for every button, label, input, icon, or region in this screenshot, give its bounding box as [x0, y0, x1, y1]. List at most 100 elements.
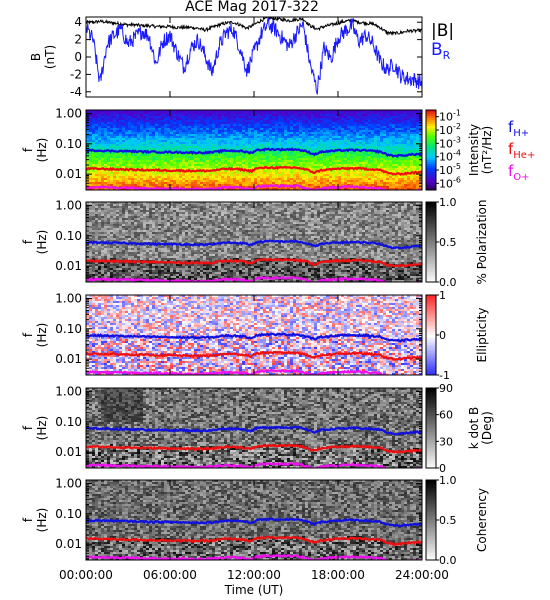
x-axis: 00:00:00 06:00:00 12:00:00 18:00:00 24:00:00… [59, 568, 449, 597]
x-tick-label: 00:00:00 [59, 568, 113, 582]
y-tick-label: 0.01 [55, 167, 82, 181]
y-tick-label: 1.00 [55, 291, 82, 305]
colorbar-tick-label: 1.0 [439, 196, 457, 209]
y-label-main: f [21, 147, 35, 152]
panel-magnetic-field: -4 -2 0 2 4 B (nT) |B|BR [29, 15, 454, 99]
y-tick-label: -4 [70, 85, 82, 99]
spectrogram-cells [86, 480, 423, 561]
x-tick-label: 06:00:00 [143, 568, 197, 582]
colorbar-tick-label: 0.0 [439, 276, 457, 289]
y-axis-label: f (Hz) [21, 138, 49, 163]
y-label-unit: (Hz) [35, 416, 49, 441]
y-tick-label: -2 [70, 67, 82, 81]
f-he-line [86, 165, 422, 177]
legend-f-he: fHe+ [508, 140, 535, 161]
colorbar-frame [425, 387, 437, 469]
colorbar-tick-label: 60 [439, 409, 453, 422]
y-tick-label: 4 [74, 15, 82, 29]
y-label-main: f [21, 239, 35, 244]
y-axis-label: f (Hz) [21, 230, 49, 255]
y-tick-label: 2 [74, 33, 82, 47]
y-tick-label: 0.01 [55, 445, 82, 459]
y-tick-label: 0.10 [55, 137, 82, 151]
colorbar-label-main: Coherency [475, 488, 489, 552]
colorbar-label: Coherency [475, 488, 489, 552]
colorbar-frame [425, 109, 437, 191]
y-label-unit: (Hz) [35, 230, 49, 255]
panel-ellipticity: 0.01 0.10 1.00 f (Hz) 1 0 -1 Ellipticity [21, 289, 489, 382]
y-tick-label: 1.00 [55, 476, 82, 490]
y-label-main: B [29, 53, 43, 61]
colorbar-tick-label: 0 [439, 462, 446, 475]
colorbar-tick-label: 10-4 [439, 149, 461, 164]
y-label-unit: (Hz) [35, 138, 49, 163]
colorbar-label-main: % Polarization [475, 200, 489, 285]
colorbar-label-main: k dot B [467, 407, 481, 449]
y-tick-label: 0.01 [55, 537, 82, 551]
panel-frame [85, 16, 423, 98]
y-tick-label: 1.00 [55, 106, 82, 120]
legend-f-o: fO+ [508, 162, 530, 183]
y-label-main: f [21, 517, 35, 522]
x-tick-label: 18:00:00 [311, 568, 365, 582]
colorbar-label: Intensity (nT²/Hz) [467, 124, 494, 176]
colorbar: 10-110-210-310-410-510-6 [425, 109, 461, 191]
legend-total-b: |B| [431, 21, 454, 41]
y-label-unit: (Hz) [35, 508, 49, 533]
colorbar-label-main: Intensity [467, 124, 481, 176]
y-tick-label: 0.10 [55, 229, 82, 243]
f-h-line [86, 517, 422, 528]
f-h-line [86, 425, 422, 436]
colorbar-tick-label: 10-5 [439, 162, 461, 177]
series-line-total-b [86, 17, 422, 36]
colorbar-label: % Polarization [475, 200, 489, 285]
colorbar-tick-label: 1 [439, 289, 446, 302]
figure-title: ACE Mag 2017-322 [185, 0, 319, 15]
colorbar-tick-label: 10-3 [439, 135, 461, 150]
x-tick-label: 24:00:00 [395, 568, 449, 582]
legend-b-radial: BR [431, 40, 451, 62]
colorbar-tick-label: 1.0 [439, 474, 457, 487]
series-line-b-radial [86, 17, 422, 95]
colorbar-label-unit: (Deg) [480, 411, 494, 445]
f-h-line [86, 147, 422, 158]
y-tick-label: 0.01 [55, 259, 82, 273]
colorbar-tick-label: 0.0 [439, 554, 457, 567]
x-tick-label: 12:00:00 [227, 568, 281, 582]
y-axis-label: B (nT) [29, 45, 57, 69]
colorbar-tick-label: 10-6 [439, 175, 461, 190]
colorbar-label: Ellipticity [475, 308, 489, 363]
panel-coherency: 0.01 0.10 1.00 f (Hz) 1.0 0.5 0.0 Coherency [21, 474, 489, 567]
y-label-main: f [21, 425, 35, 430]
y-axis-label: f (Hz) [21, 416, 49, 441]
y-tick-label: 0.10 [55, 507, 82, 521]
panel-k-dot-b: 0.01 0.10 1.00 f (Hz) 90 60 30 0 k dot B (Deg) [21, 382, 494, 475]
f-he-line [86, 443, 422, 455]
y-axis-label: f (Hz) [21, 323, 49, 348]
f-h-line [86, 239, 422, 250]
y-label-unit: (nT) [43, 45, 57, 69]
y-tick-label: 0.10 [55, 322, 82, 336]
y-label-main: f [21, 332, 35, 337]
colorbar: 1 0 -1 [425, 289, 450, 382]
colorbar-tick-label: -1 [439, 369, 450, 382]
spectrogram-cells [86, 202, 423, 283]
legend-f-h: fH+ [508, 118, 529, 139]
colorbar-tick-label: 10-1 [439, 109, 461, 124]
y-axis-label: f (Hz) [21, 508, 49, 533]
colorbar-tick-label: 30 [439, 435, 453, 448]
colorbar-tick-label: 0.5 [439, 514, 457, 527]
f-he-line [86, 350, 422, 361]
f-he-line [86, 257, 422, 268]
colorbar-label-main: Ellipticity [475, 308, 489, 363]
y-tick-label: 0 [74, 50, 82, 64]
f-he-line [86, 535, 422, 547]
colorbar-label-unit: (nT²/Hz) [480, 126, 494, 174]
x-axis-label: Time (UT) [224, 583, 284, 597]
colorbar-tick-label: 10-2 [439, 122, 461, 137]
f-h-line [86, 331, 422, 343]
y-tick-label: 0.10 [55, 415, 82, 429]
y-tick-label: 1.00 [55, 198, 82, 212]
colorbar-tick-label: 90 [439, 382, 453, 395]
